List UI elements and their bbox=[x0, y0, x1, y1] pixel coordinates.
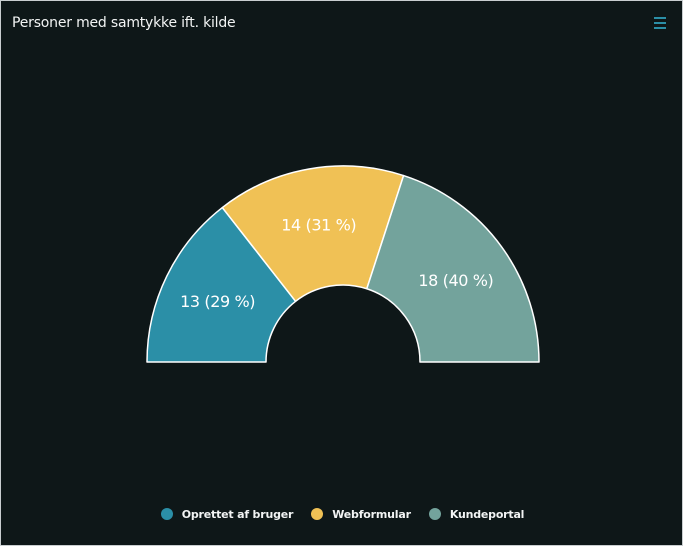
data-label: 14 (31 %) bbox=[281, 216, 356, 235]
slice-oprettet-af-bruger[interactable] bbox=[146, 206, 297, 363]
legend-label: Kundeportal bbox=[449, 507, 525, 521]
legend-item-oprettet-af-bruger[interactable]: Oprettet af bruger bbox=[160, 507, 294, 521]
chart-legend: Oprettet af bruger Webformular Kundeport… bbox=[1, 503, 684, 525]
data-label: 18 (40 %) bbox=[418, 271, 493, 290]
hamburger-menu-icon[interactable] bbox=[652, 17, 668, 33]
legend-label: Webformular bbox=[332, 507, 411, 521]
legend-item-kundeportal[interactable]: Kundeportal bbox=[428, 507, 525, 521]
legend-item-webformular[interactable]: Webformular bbox=[311, 508, 411, 521]
slice-kundeportal[interactable] bbox=[366, 174, 540, 363]
legend-marker bbox=[160, 508, 173, 520]
data-label: 13 (29 %) bbox=[180, 292, 255, 311]
legend-marker bbox=[428, 508, 441, 520]
legend-label: Oprettet af bruger bbox=[181, 507, 294, 521]
legend-marker bbox=[311, 508, 324, 520]
chart-title: Personer med samtykke ift. kilde bbox=[12, 15, 236, 31]
slice-webformular[interactable] bbox=[221, 165, 405, 303]
